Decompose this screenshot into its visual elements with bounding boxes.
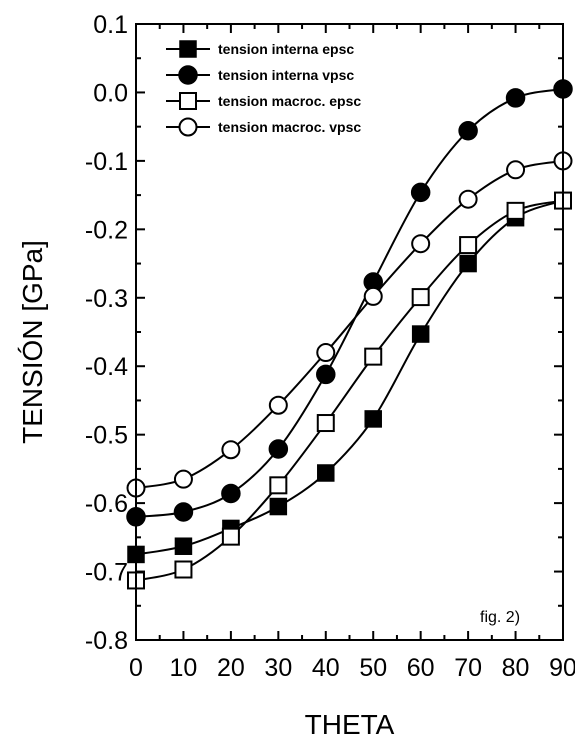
data-point-open-circle (178, 117, 198, 137)
data-point-open-square (174, 560, 193, 579)
y-tick-label: 0.0 (93, 79, 128, 107)
data-point-open-square (269, 476, 288, 495)
y-tick-label: -0.8 (85, 627, 128, 655)
series-line (135, 199, 564, 556)
y-tick-label: -0.1 (85, 148, 128, 176)
x-tick-label: 60 (407, 654, 435, 682)
y-tick-label: -0.5 (85, 422, 128, 450)
series-2 (126, 79, 573, 527)
data-point-filled-square (459, 254, 477, 273)
data-point-filled-circle (221, 483, 241, 504)
data-point-filled-circle (173, 502, 194, 522)
data-point-open-circle (411, 234, 431, 254)
series-3 (127, 191, 572, 590)
x-tick-label: 90 (549, 654, 575, 682)
x-tick-label: 20 (217, 654, 245, 682)
data-point-open-square (221, 527, 240, 546)
data-point-filled-square (174, 537, 193, 555)
data-point-open-square (411, 288, 430, 307)
data-point-open-square (364, 347, 383, 366)
data-point-open-circle (173, 469, 193, 489)
data-point-open-square (506, 201, 525, 220)
x-tick-label: 0 (129, 654, 143, 682)
data-point-open-circle (316, 343, 336, 363)
figure-annotation: fig. 2) (480, 609, 520, 626)
legend: tension interna epsc tension interna vpsc… (166, 40, 361, 137)
data-point-filled-square (411, 325, 430, 343)
data-point-open-circle (221, 440, 241, 460)
x-axis-title: THETA (305, 709, 395, 740)
data-point-filled-circle (316, 364, 336, 385)
x-tick-label: 30 (264, 654, 292, 682)
data-point-open-circle (268, 395, 288, 415)
data-point-filled-square (269, 497, 288, 516)
y-tick-label: 0.1 (93, 11, 128, 39)
data-point-filled-square (179, 40, 197, 58)
legend-item: tension interna vpsc (166, 65, 354, 85)
data-point-filled-square (317, 464, 335, 482)
legend-item: tension macroc. epsc (166, 92, 361, 110)
y-tick-label: -0.4 (85, 353, 128, 381)
data-point-filled-circle (505, 88, 526, 108)
x-tick-label: 80 (502, 654, 530, 682)
y-tick-label: -0.2 (85, 216, 128, 244)
data-point-open-circle (458, 189, 478, 209)
series-line (135, 199, 564, 582)
data-point-filled-circle (410, 182, 431, 203)
legend-label: tension macroc. epsc (218, 93, 361, 109)
axis-tick-labels: 0.1 0.0 -0.1 -0.2 -0.3 -0.4 -0.5 -0.6 -0.7 -0.80 1… (85, 11, 575, 682)
data-point-open-square (179, 92, 197, 110)
y-tick-label: -0.6 (85, 490, 128, 518)
x-tick-label: 70 (454, 654, 482, 682)
data-point-filled-square (364, 410, 382, 428)
y-axis-title: TENSIÓN [GPa] (17, 240, 48, 444)
data-point-filled-circle (268, 439, 289, 459)
series-layer (126, 79, 573, 590)
legend-item: tension interna epsc (166, 40, 354, 58)
series-line (135, 159, 564, 490)
series-line (135, 88, 564, 518)
x-tick-label: 50 (359, 654, 387, 682)
y-tick-label: -0.7 (85, 559, 128, 587)
data-point-filled-circle (178, 65, 198, 85)
data-point-open-circle (363, 286, 383, 306)
plot-frame (135, 23, 564, 641)
series-4 (126, 151, 573, 498)
legend-label: tension interna epsc (218, 41, 354, 57)
data-point-filled-circle (458, 121, 478, 141)
data-point-open-square (316, 414, 335, 433)
series-1 (127, 191, 572, 564)
legend-item: tension macroc. vpsc (166, 117, 361, 137)
data-point-open-square (459, 236, 478, 255)
data-point-open-circle (506, 160, 526, 180)
x-tick-label: 40 (312, 654, 340, 682)
legend-label: tension macroc. vpsc (218, 119, 361, 135)
x-tick-label: 10 (170, 654, 198, 682)
y-tick-label: -0.3 (85, 285, 128, 313)
legend-label: tension interna vpsc (218, 67, 354, 83)
axis-ticks (135, 23, 564, 641)
